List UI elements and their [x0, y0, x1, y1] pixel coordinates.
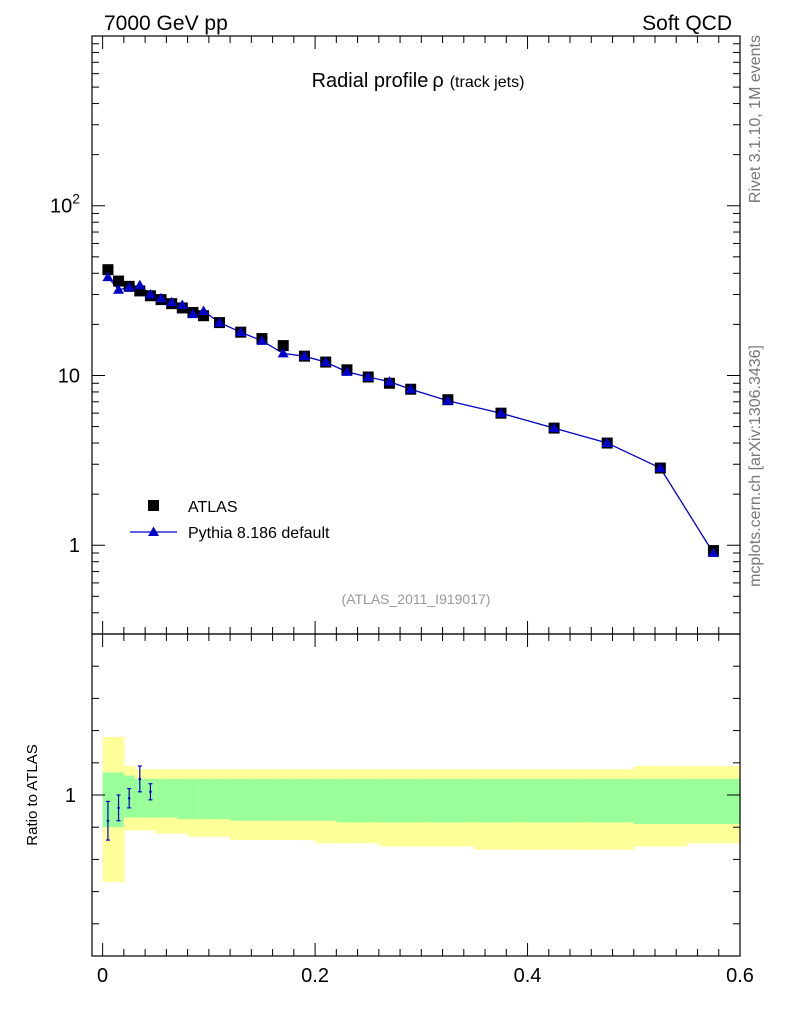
band-inner-bin — [336, 778, 359, 823]
title-suffix: (track jets) — [450, 74, 525, 91]
pythia-point — [601, 437, 613, 448]
band-inner-bin — [421, 778, 476, 823]
chart-title: Radial profile ρ (track jets) — [312, 70, 525, 92]
pythia-point — [198, 305, 210, 315]
main-ytick-exponent: 2 — [72, 191, 80, 207]
atlas-point — [198, 310, 210, 322]
pythia-point — [176, 299, 188, 310]
pythia-point — [144, 289, 156, 299]
pythia-point — [187, 308, 199, 319]
ratio-point — [138, 777, 142, 781]
title-symbol: ρ — [432, 70, 443, 92]
side-label-upper: Rivet 3.1.10, 1M events — [747, 35, 764, 203]
analysis-id: (ATLAS_2011_I919017) — [342, 591, 491, 607]
pythia-point — [341, 366, 353, 376]
band-inner-bin — [527, 778, 582, 823]
pythia-point — [362, 371, 374, 381]
title-main: Radial profile — [312, 70, 429, 92]
pythia-point — [405, 383, 417, 394]
band-inner-bin — [580, 778, 635, 823]
atlas-point — [102, 264, 114, 276]
legend-marker-atlas — [148, 500, 159, 511]
main-ytick-base: 1 — [69, 535, 80, 557]
band-inner-bin — [102, 772, 114, 828]
band-inner-bin — [155, 778, 167, 818]
pythia-point — [123, 281, 135, 292]
main-ytick-label: 1 — [69, 535, 80, 557]
main-ytick-label: 102 — [50, 191, 80, 218]
pythia-point — [213, 317, 225, 327]
band-inner-bin — [315, 778, 337, 821]
pythia-point — [134, 279, 146, 290]
atlas-point — [134, 285, 146, 297]
band-inner-bin — [251, 778, 274, 821]
atlas-point — [113, 275, 125, 287]
header-left: 7000 GeV pp — [104, 12, 228, 35]
side-label-lower: mcplots.cern.ch [arXiv:1306.3436] — [747, 345, 764, 587]
pythia-point — [654, 462, 666, 473]
pythia-point — [256, 335, 268, 345]
band-inner-bin — [293, 778, 316, 821]
ratio-point — [149, 790, 152, 794]
header-right: Soft QCD — [642, 12, 732, 35]
pythia-point — [320, 356, 332, 367]
band-inner-bin — [378, 778, 401, 823]
band-inner-bin — [230, 778, 252, 821]
pythia-point — [298, 350, 310, 361]
ratio-point — [106, 819, 110, 823]
pythia-point — [707, 547, 719, 558]
ratio-ylabel: Ratio to ATLAS — [24, 744, 41, 845]
band-inner-bin — [166, 778, 178, 818]
band-inner-bin — [400, 778, 422, 823]
pythia-point — [113, 284, 125, 294]
main-ytick-base: 10 — [50, 196, 72, 218]
legend-marker-pythia — [148, 526, 159, 536]
pythia-point — [442, 395, 454, 405]
pythia-point — [166, 296, 178, 307]
pythia-point — [235, 326, 247, 337]
band-inner-bin — [187, 778, 199, 820]
band-inner-bin — [474, 778, 529, 823]
band-inner-bin — [686, 778, 741, 824]
band-inner-bin — [357, 778, 380, 823]
legend: ATLAS Pythia 8.186 default — [130, 499, 330, 542]
pythia-point — [548, 422, 560, 433]
ratio-xtick-label: 0 — [97, 965, 108, 987]
main-frame — [91, 35, 741, 635]
main-ytick-base: 10 — [58, 365, 80, 387]
ratio-point — [127, 796, 131, 800]
legend-label-atlas: ATLAS — [188, 499, 238, 516]
ratio-bands — [102, 737, 741, 882]
atlas-point — [277, 340, 289, 352]
ratio-xtick-label: 0.6 — [726, 965, 754, 987]
legend-label-pythia: Pythia 8.186 default — [188, 525, 330, 542]
pythia-point — [383, 376, 395, 386]
pythia-point — [102, 271, 114, 282]
band-inner-bin — [208, 778, 231, 820]
band-inner-bin — [272, 778, 295, 821]
ratio-ytick-label: 1 — [65, 785, 76, 807]
ratio-series — [105, 765, 153, 841]
band-inner-bin — [633, 778, 688, 824]
ratio-xtick-label: 0.2 — [301, 965, 329, 987]
main-ytick-label: 10 — [58, 365, 80, 387]
pythia-point — [277, 347, 289, 358]
band-inner-bin — [198, 778, 210, 820]
main-series — [102, 264, 719, 558]
ratio-xtick-label: 0.4 — [514, 965, 542, 987]
pythia-point — [495, 407, 507, 418]
band-inner-bin — [134, 778, 146, 818]
band-inner-bin — [176, 778, 189, 820]
ratio-point — [117, 806, 120, 810]
pythia-point — [155, 292, 167, 303]
